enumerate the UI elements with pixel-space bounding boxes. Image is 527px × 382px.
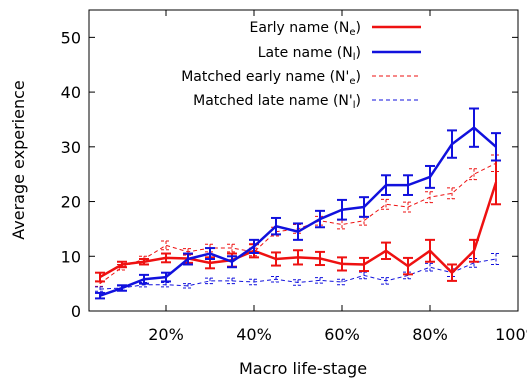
series-0 bbox=[95, 159, 501, 283]
x-tick-label: 40% bbox=[236, 325, 272, 344]
legend: Early name (Ne) Late name (Nl) Matched ear… bbox=[181, 20, 421, 111]
legend-label: Matched late name (N'l) bbox=[193, 93, 361, 111]
y-tick-label: 30 bbox=[61, 138, 81, 157]
legend-label: Early name (Ne) bbox=[249, 20, 361, 38]
x-tick-label: 60% bbox=[324, 325, 360, 344]
series-line bbox=[99, 126, 497, 297]
y-axis: 0 10 20 30 40 50 bbox=[61, 28, 518, 321]
y-tick-label: 0 bbox=[71, 302, 81, 321]
legend-label: Matched early name (N'e) bbox=[181, 69, 361, 87]
series-2 bbox=[95, 154, 501, 287]
series-layer bbox=[95, 107, 501, 300]
plot-frame bbox=[88, 9, 519, 312]
series-1 bbox=[95, 107, 501, 300]
x-axis-title: Macro life-stage bbox=[239, 359, 367, 378]
y-tick-label: 10 bbox=[61, 247, 81, 266]
y-tick-label: 40 bbox=[61, 83, 81, 102]
legend-label: Late name (Nl) bbox=[258, 45, 361, 63]
x-axis: 20% 40% 60% 80% 100% bbox=[148, 10, 527, 344]
x-tick-label: 80% bbox=[412, 325, 448, 344]
series-3 bbox=[95, 253, 501, 292]
y-tick-label: 20 bbox=[61, 193, 81, 212]
y-tick-label: 50 bbox=[61, 28, 81, 47]
x-tick-label: 20% bbox=[148, 325, 184, 344]
x-tick-label: 100% bbox=[495, 325, 527, 344]
y-axis-title: Average experience bbox=[9, 80, 28, 239]
